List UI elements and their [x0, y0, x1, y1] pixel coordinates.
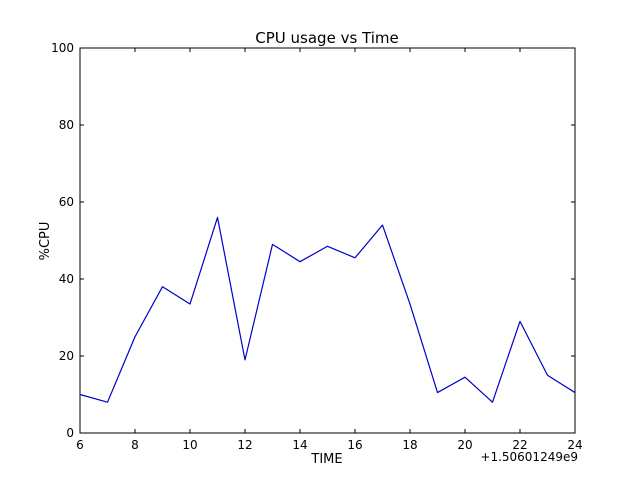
data-point	[272, 244, 273, 245]
x-tick-label: 8	[131, 438, 139, 452]
plot-area: 6 8 10 12 14 16 18 20 22 24 0 20 40 60 80 100	[51, 41, 583, 452]
x-axis-label: TIME	[310, 452, 342, 467]
data-point	[299, 261, 300, 262]
x-tick-label: 6	[76, 438, 84, 452]
data-point	[79, 394, 80, 395]
data-point	[492, 402, 493, 403]
y-tick-label: 100	[51, 41, 74, 55]
data-point	[217, 217, 218, 218]
data-point	[327, 246, 328, 247]
data-point	[107, 402, 108, 403]
x-tick-label: 16	[347, 438, 362, 452]
data-point	[382, 225, 383, 226]
data-point	[189, 303, 190, 304]
data-point	[519, 321, 520, 322]
data-point	[437, 392, 438, 393]
y-tick-label: 40	[59, 272, 74, 286]
x-tick-label: 14	[292, 438, 307, 452]
data-point	[162, 286, 163, 287]
y-axis-label: %CPU	[38, 222, 53, 261]
x-tick-label: 12	[237, 438, 252, 452]
x-axis-offset-label: +1.50601249e9	[480, 450, 578, 464]
data-point	[244, 359, 245, 360]
cpu-series-line	[79, 216, 576, 403]
y-tick-label: 20	[59, 349, 74, 363]
data-point	[409, 303, 410, 304]
data-point	[547, 375, 548, 376]
y-tick-label: 80	[59, 118, 74, 132]
data-point	[134, 336, 135, 337]
chart-title: CPU usage vs Time	[255, 29, 398, 47]
x-tick-label: 24	[567, 438, 582, 452]
data-point	[574, 392, 575, 393]
x-tick-label: 18	[402, 438, 417, 452]
plot-frame	[79, 47, 576, 434]
y-tick-label: 0	[66, 426, 74, 440]
y-tick-label: 60	[59, 195, 74, 209]
data-point	[354, 257, 355, 258]
x-tick-label: 10	[182, 438, 197, 452]
x-tick-label: 22	[512, 438, 527, 452]
data-point	[464, 377, 465, 378]
x-tick-label: 20	[457, 438, 472, 452]
